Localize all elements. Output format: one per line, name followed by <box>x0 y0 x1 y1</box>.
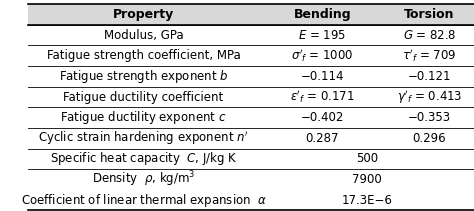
Text: $\gamma'_f$ = 0.413: $\gamma'_f$ = 0.413 <box>397 88 462 106</box>
Text: Fatigue ductility coefficient: Fatigue ductility coefficient <box>64 91 224 104</box>
Text: −0.121: −0.121 <box>408 70 451 83</box>
Text: Bending: Bending <box>293 8 351 21</box>
Text: $\varepsilon'_f$ = 0.171: $\varepsilon'_f$ = 0.171 <box>290 89 355 105</box>
Text: Torsion: Torsion <box>404 8 455 21</box>
Text: Fatigue strength exponent $b$: Fatigue strength exponent $b$ <box>59 68 228 85</box>
Text: 500: 500 <box>356 152 378 165</box>
Text: $G$ = 82.8: $G$ = 82.8 <box>403 29 456 42</box>
Text: 17.3E−6: 17.3E−6 <box>341 194 392 207</box>
Text: 7900: 7900 <box>352 173 382 186</box>
Text: $\sigma'_f$ = 1000: $\sigma'_f$ = 1000 <box>291 47 354 64</box>
Bar <box>27 4 474 25</box>
Text: Property: Property <box>113 8 174 21</box>
Text: −0.402: −0.402 <box>301 111 344 124</box>
Text: Fatigue ductility exponent $c$: Fatigue ductility exponent $c$ <box>60 109 227 126</box>
Text: $E$ = 195: $E$ = 195 <box>298 29 346 42</box>
Text: −0.353: −0.353 <box>408 111 451 124</box>
Text: Modulus, GPa: Modulus, GPa <box>104 29 183 42</box>
Text: $\tau'_f$ = 709: $\tau'_f$ = 709 <box>402 47 456 64</box>
Text: Coefficient of linear thermal expansion  $\alpha$: Coefficient of linear thermal expansion … <box>20 192 267 209</box>
Text: 0.287: 0.287 <box>305 132 339 145</box>
Text: Cyclic strain hardening exponent $n'$: Cyclic strain hardening exponent $n'$ <box>38 130 249 147</box>
Text: Specific heat capacity  $C$, J/kg K: Specific heat capacity $C$, J/kg K <box>50 150 237 167</box>
Text: Fatigue strength coefficient, MPa: Fatigue strength coefficient, MPa <box>47 49 240 62</box>
Text: 0.296: 0.296 <box>412 132 446 145</box>
Text: −0.114: −0.114 <box>301 70 344 83</box>
Text: Density  $\rho$, kg/m$^3$: Density $\rho$, kg/m$^3$ <box>92 170 195 189</box>
